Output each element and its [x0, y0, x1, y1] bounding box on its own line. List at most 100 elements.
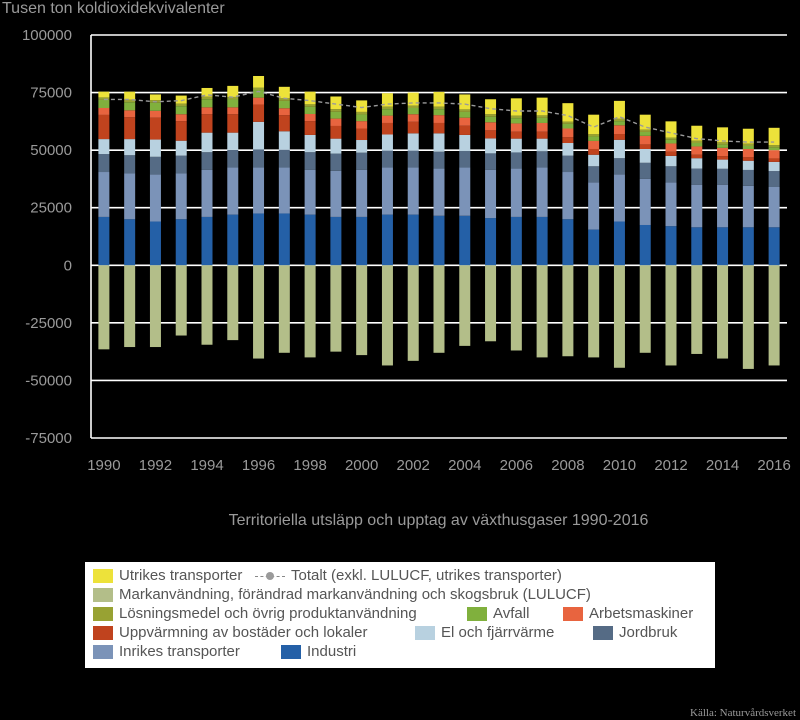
bar-segment [304, 152, 316, 170]
bar-segment [459, 125, 471, 135]
bar-segment [98, 108, 110, 115]
bar-segment [768, 150, 780, 159]
bar-segment [691, 125, 703, 141]
bar-segment [639, 162, 651, 179]
bar-segment-lulucf [588, 265, 600, 358]
bar-segment-lulucf [613, 265, 625, 368]
bar-segment [149, 221, 161, 266]
bar-segment [330, 96, 342, 110]
bar-segment [356, 152, 368, 170]
bar-segment [124, 102, 136, 111]
bar-segment [407, 92, 419, 106]
bar-segment [562, 137, 574, 144]
y-axis-ticks: 100000 75000 50000 25000 0 -25000 -50000 -75000 [22, 27, 72, 447]
legend-item-industri: Industri [281, 642, 356, 661]
bar-segment [201, 216, 213, 266]
bar-segment [278, 115, 290, 132]
bar-segment [381, 150, 393, 168]
bar-segment [768, 145, 780, 148]
bar-segment [381, 122, 393, 135]
x-tick-label: 1996 [242, 457, 275, 474]
bar-segment [253, 149, 265, 168]
bar-segment [562, 155, 574, 173]
x-tick-label: 1994 [190, 457, 223, 474]
bar-segment [304, 121, 316, 135]
bar-segment [742, 227, 754, 266]
bar-segment [278, 131, 290, 150]
bar-segment [665, 151, 677, 156]
bar-segment [691, 168, 703, 185]
bar-segment [613, 221, 625, 266]
bar-segment [227, 149, 239, 168]
bar-segment [175, 95, 187, 104]
legend-label-lulucf: Markanvändning, förändrad markanvändning… [119, 586, 591, 603]
bar-segment [98, 172, 110, 217]
bar-segment [717, 184, 729, 228]
bar-segment [562, 123, 574, 129]
bar-segment [510, 98, 522, 116]
bar-segment [717, 142, 729, 145]
bar-segment [433, 115, 445, 123]
legend-item-utrikes: Utrikes transporter [93, 566, 242, 585]
bar-segment [717, 159, 729, 169]
legend-label-totalt: Totalt (exkl. LULUCF, utrikes transporte… [291, 567, 562, 584]
bar-segment [227, 107, 239, 115]
bar-segment [149, 102, 161, 111]
bar-segment [433, 122, 445, 134]
bar-segment [330, 153, 342, 171]
x-tick-label: 2000 [345, 457, 378, 474]
bar-segment [330, 216, 342, 266]
bar-segment-lulucf [768, 265, 780, 366]
bar-segment [330, 138, 342, 154]
bar-segment [717, 227, 729, 266]
legend-label-jordbruk: Jordbruk [619, 624, 678, 641]
legend-label-industri: Industri [307, 643, 357, 660]
bar-segment [588, 148, 600, 155]
bar-segment [124, 219, 136, 266]
bar-segment [330, 109, 342, 112]
bar-segment [768, 158, 780, 162]
bar-segment [588, 136, 600, 141]
legend-label-uppv: Uppvärmning av bostäder och lokaler [119, 624, 368, 641]
bar-segment [717, 168, 729, 185]
bar-segment [175, 121, 187, 141]
legend-swatch-inrikes [93, 644, 113, 659]
x-tick-label: 2010 [603, 457, 636, 474]
bar-segment [201, 132, 213, 153]
bar-segment [562, 219, 574, 266]
bar-segment [175, 103, 187, 107]
bar-segment-lulucf [227, 265, 239, 341]
bar-segment [201, 107, 213, 115]
bar-segment [330, 118, 342, 126]
bar-segment [639, 129, 651, 132]
bar-segment [381, 167, 393, 215]
bar-segment [433, 151, 445, 169]
bar-segment-lulucf [304, 265, 316, 358]
bar-segment [356, 140, 368, 153]
bar-segment [536, 122, 548, 132]
bar-segment [201, 87, 213, 97]
bar-segment [742, 148, 754, 158]
y-tick-label: -25000 [25, 315, 72, 332]
bar-segment [381, 134, 393, 151]
bar-segment [278, 213, 290, 266]
bar-segment [201, 96, 213, 100]
bar-segment [536, 117, 548, 123]
bar-segment-lulucf [175, 265, 187, 336]
bar-segment [639, 114, 651, 130]
bar-segment [459, 94, 471, 110]
bar-segment [588, 182, 600, 230]
bar-segment-lulucf [201, 265, 213, 345]
x-tick-label: 2002 [397, 457, 430, 474]
legend-label-utrikes: Utrikes transporter [119, 567, 243, 584]
bar-segment [98, 139, 110, 155]
legend-swatch-arbets [563, 606, 583, 621]
bar-segment [742, 185, 754, 228]
x-tick-label: 2008 [551, 457, 584, 474]
bar-segment [459, 109, 471, 112]
bar-segment [227, 96, 239, 100]
bar-segment [304, 214, 316, 266]
bar-segment [613, 158, 625, 175]
bar-segment [407, 121, 419, 134]
bar-segment [562, 128, 574, 138]
